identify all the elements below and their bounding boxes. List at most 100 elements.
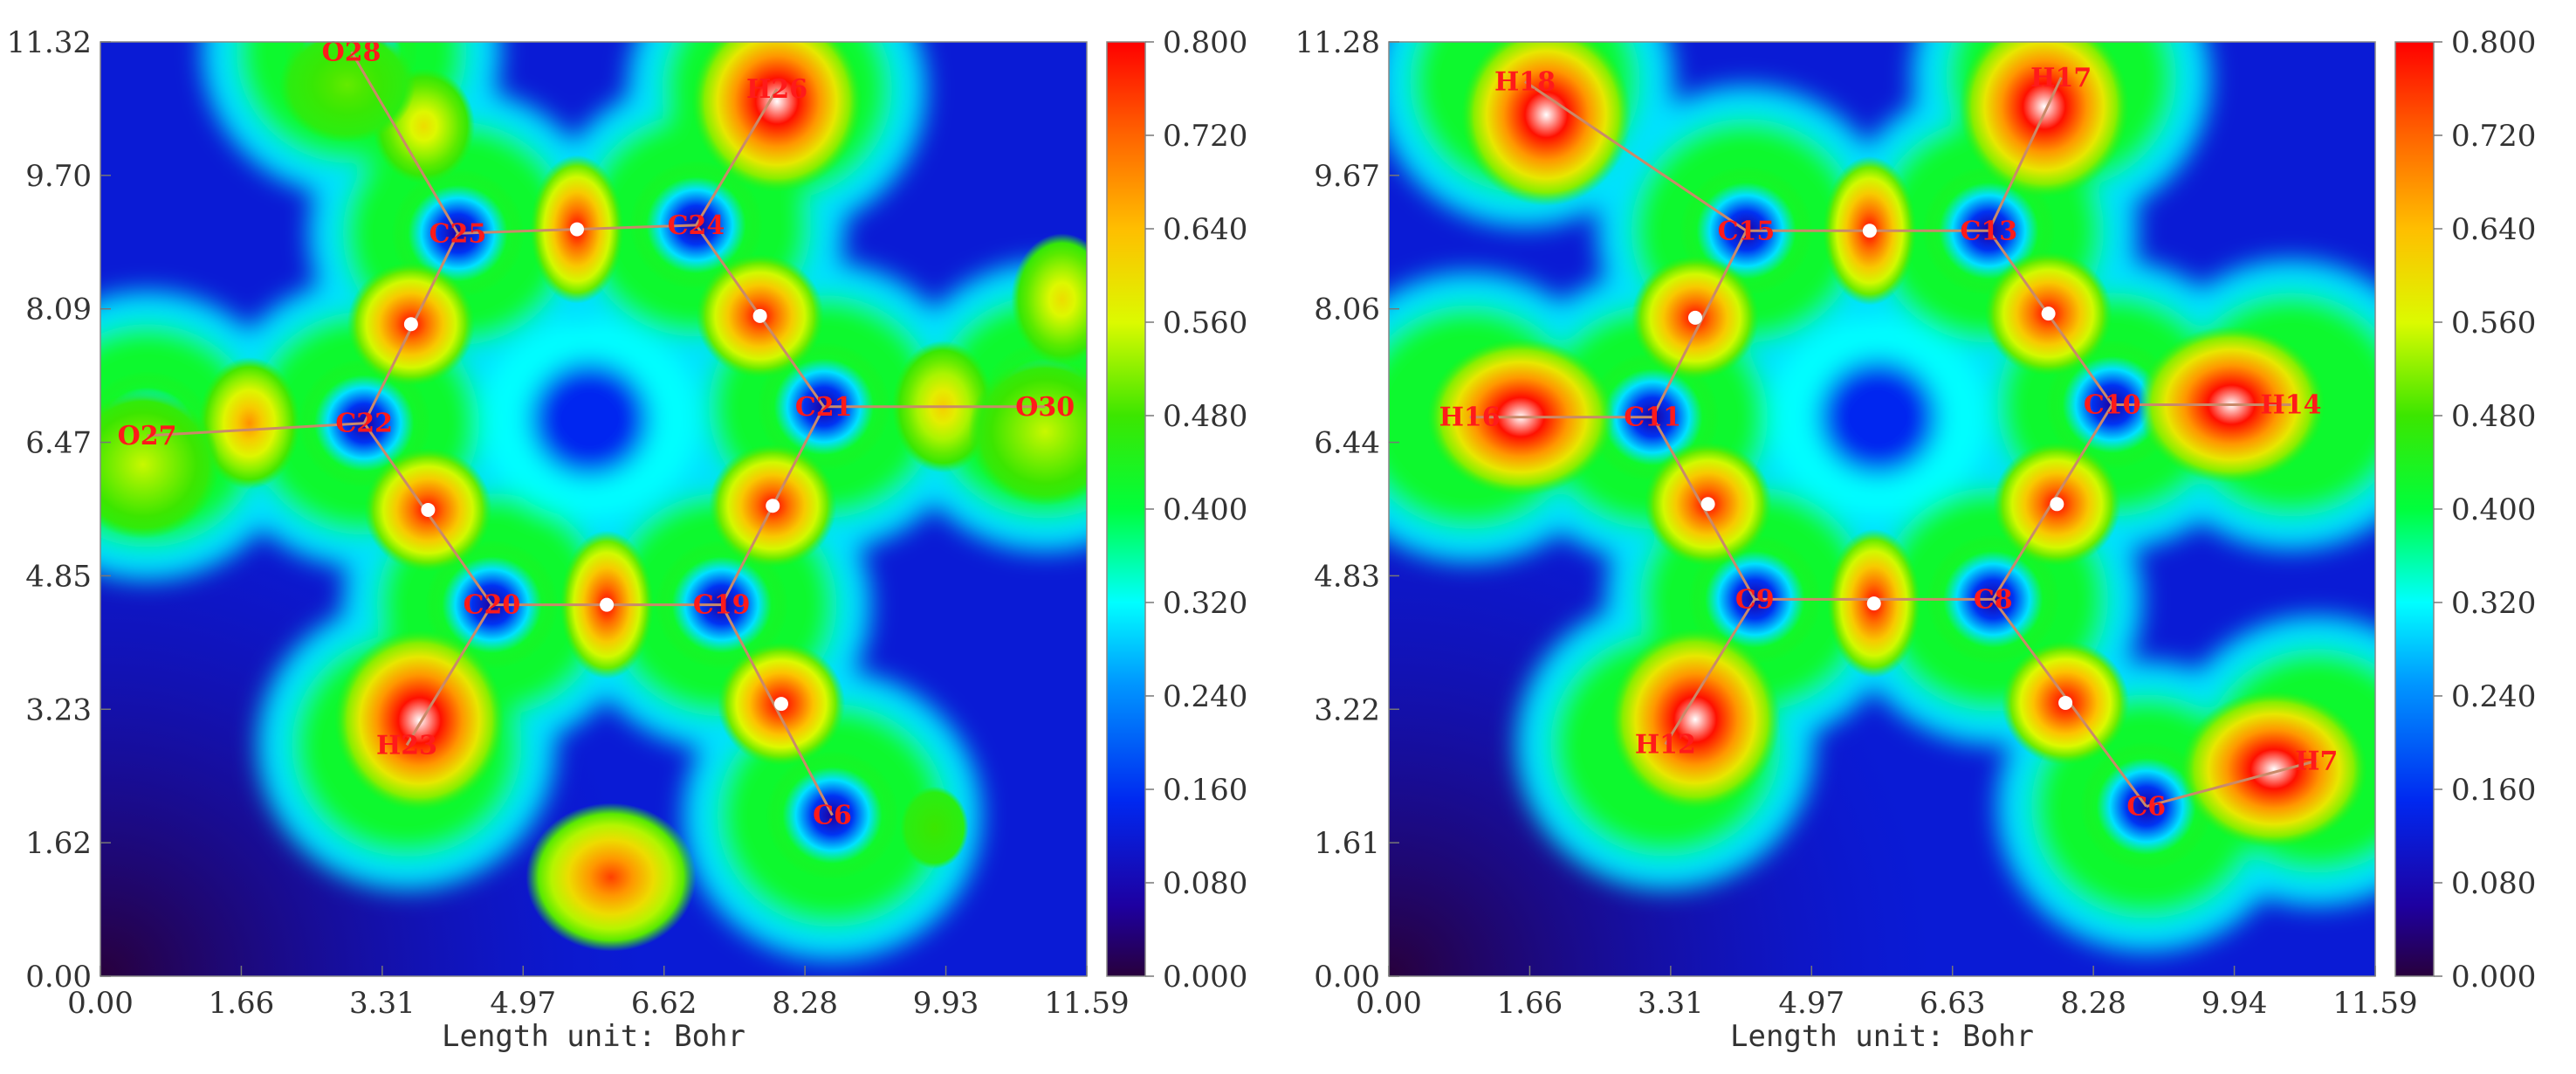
colorbar-tick-label: 0.480 [1163,399,1247,434]
atom-label: H17 [2030,63,2092,93]
density-basin [1460,42,1631,206]
critical-point [421,502,436,517]
colorbar-tick-label: 0.560 [2451,306,2536,341]
y-tick-label: 6.47 [25,426,92,461]
bond-path [350,51,459,235]
bond-path [695,88,779,226]
plot-frame [1388,41,2376,977]
critical-point [752,308,767,323]
colorbar-tick-label: 0.080 [1163,866,1247,901]
y-tick-label: 9.70 [25,159,92,194]
y-tick-label: 1.61 [1314,826,1380,861]
atom-label: C15 [1718,216,1776,246]
density-basin [691,42,862,193]
x-axis-label: Length unit: Bohr [442,1019,745,1054]
atom-label: C20 [464,590,521,621]
plot-frame [100,41,1088,977]
atom-label: C6 [2126,792,2166,823]
density-basin [1610,628,1781,811]
colorbar-tick-label: 0.560 [1163,306,1247,341]
y-tick-label: 11.28 [1295,25,1380,60]
atom-label: H12 [1635,729,1696,760]
y-tick-label: 3.23 [25,692,92,727]
axes: 0.00 1.66 3.31 4.97 6.63 8.28 9.94 11.59 0.00 1.6… [1295,25,2418,1021]
atom-label: C19 [693,590,751,621]
y-tick-label: 1.62 [25,826,92,861]
colorbar-tick-label: 0.320 [1163,586,1247,621]
critical-point [1862,224,1877,238]
colorbar-tick-label: 0.240 [2451,679,2536,714]
colorbar-tick-label: 0.400 [1163,492,1247,527]
bond-path [1664,598,1756,746]
critical-point [2041,306,2056,321]
atom-labels: H18 H17 C15 C13 H16 C11 C10 H14 C9 C8 H12 C6 H7 [1439,63,2339,823]
density-basin [100,389,220,540]
critical-point [2050,497,2064,512]
critical-point [1687,310,1702,325]
colorbar [2394,41,2435,977]
atom-label: C21 [795,392,853,423]
atom-label: H14 [2260,389,2321,420]
bond-path [405,603,493,747]
colorbar-tick-label: 0.000 [1163,960,1247,995]
colorbar-tick-label: 0.800 [1163,25,1247,60]
colorbar-tick-label: 0.000 [2451,960,2536,995]
critical-point [403,317,418,332]
x-tick-label: 11.59 [1044,986,1129,1021]
density-basin [2180,690,2368,848]
colorbar-tick-label: 0.160 [2451,773,2536,808]
colorbar-tick-label: 0.720 [2451,119,2536,154]
x-tick-label: 8.28 [772,986,838,1021]
density-basin [1011,233,1087,366]
atom-label: O27 [118,421,177,451]
atom-label: C11 [1624,403,1681,433]
atom-label: H7 [2295,746,2338,776]
x-tick-label: 6.62 [631,986,697,1021]
critical-points [1687,224,2073,710]
colorbar-tick-label: 0.400 [2451,492,2536,527]
colorbar-tick-label: 0.080 [2451,866,2536,901]
x-tick-label: 11.59 [2332,986,2417,1021]
atom-label: C10 [2084,389,2141,420]
colorbar-tick-label: 0.640 [1163,212,1247,247]
atom-label: C13 [1961,216,2018,246]
atom-label: H26 [746,74,807,105]
density-basin [1959,42,2130,198]
y-tick-label: 6.44 [1314,426,1380,461]
colorbar-tick-label: 0.800 [2451,25,2536,60]
atom-label: C25 [429,218,487,249]
ring-center-core [1818,359,1938,476]
colorbar-tick-label: 0.320 [2451,586,2536,621]
bond-path [147,422,365,437]
density-basin [900,786,969,870]
colorbar-tick-label: 0.640 [2451,212,2536,247]
density-field [1389,42,2375,976]
atom-label: C6 [813,801,852,831]
critical-point [2058,695,2073,710]
critical-point [600,597,615,612]
density-basin [968,357,1087,506]
y-tick-label: 3.22 [1314,692,1380,727]
elf-map-right: H18 H17 C15 C13 H16 C11 C10 H14 C9 C8 H12 C6 H7 0.00 1… [1288,0,2576,1074]
ring-center-core [530,361,649,478]
x-tick-label: 9.94 [2202,986,2268,1021]
y-tick-label: 8.09 [25,293,92,327]
colorbar-tick-label: 0.160 [1163,773,1247,808]
colorbar [1106,41,1146,977]
y-tick-label: 9.67 [1314,159,1380,194]
y-tick-label: 0.00 [1314,960,1380,995]
density-basin [278,42,416,143]
y-tick-label: 0.00 [25,960,92,995]
atom-label: C24 [668,210,725,241]
bond-path [1524,80,1748,232]
atom-label: O30 [1015,392,1075,423]
elf-map-left: O28 H26 C25 C24 C22 C21 O27 O30 C20 C19 H23 C6 0.00 1… [7,25,1248,1054]
y-tick-label: 4.83 [1314,559,1380,594]
x-tick-label: 1.66 [1497,986,1563,1021]
axes: 0.00 1.66 3.31 4.97 6.62 8.28 9.93 11.59 0.00 1.6… [7,25,1130,1021]
critical-point [569,222,584,237]
atom-label: H23 [376,730,437,761]
colorbar-tick-label: 0.480 [2451,399,2536,434]
bond-path [1651,230,1748,418]
